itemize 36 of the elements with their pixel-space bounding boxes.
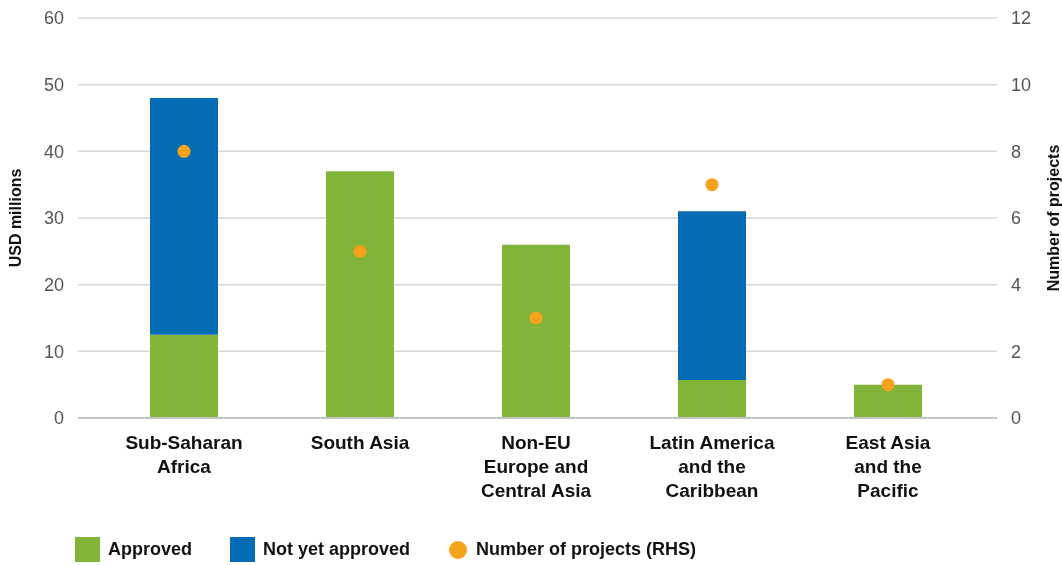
legend-label: Approved xyxy=(108,539,193,560)
point xyxy=(177,144,191,158)
y-tick-label: 20 xyxy=(43,275,64,296)
y2-axis-title: Number of projects xyxy=(1044,144,1062,292)
y-tick-label: 60 xyxy=(43,8,64,29)
bar xyxy=(854,384,922,418)
x-tick-label: Latin America and the Caribbean xyxy=(649,432,775,502)
point xyxy=(353,244,367,258)
y2-tick-label: 8 xyxy=(1011,141,1022,162)
x-tick-label: Sub-Saharan Africa xyxy=(125,432,243,478)
y-axis-title: USD millions xyxy=(6,168,24,268)
y2-tick-label: 12 xyxy=(1011,8,1032,29)
point xyxy=(881,378,895,392)
point xyxy=(529,311,543,325)
y-tick-label: 0 xyxy=(53,408,64,429)
legend-label: Number of projects (RHS) xyxy=(476,539,697,560)
y2-tick-label: 0 xyxy=(1011,408,1022,429)
bar xyxy=(678,211,746,380)
x-tick-label: East Asia and the Pacific xyxy=(845,432,931,502)
bar xyxy=(150,98,218,335)
y-tick-label: 40 xyxy=(43,141,64,162)
bar xyxy=(326,171,394,418)
y2-tick-label: 6 xyxy=(1011,208,1022,229)
point xyxy=(705,178,719,192)
bar xyxy=(678,380,746,418)
y-tick-label: 10 xyxy=(43,341,64,362)
y2-tick-label: 2 xyxy=(1011,341,1022,362)
bar xyxy=(502,244,570,418)
y-tick-label: 50 xyxy=(43,75,64,96)
legend-label: Not yet approved xyxy=(263,539,411,560)
x-tick-label: Non-EU Europe and Central Asia xyxy=(480,432,592,502)
bar xyxy=(150,334,218,418)
x-tick-label: South Asia xyxy=(310,432,410,454)
y2-tick-label: 4 xyxy=(1011,275,1022,296)
y2-tick-label: 10 xyxy=(1011,75,1032,96)
y-tick-label: 30 xyxy=(43,208,64,229)
